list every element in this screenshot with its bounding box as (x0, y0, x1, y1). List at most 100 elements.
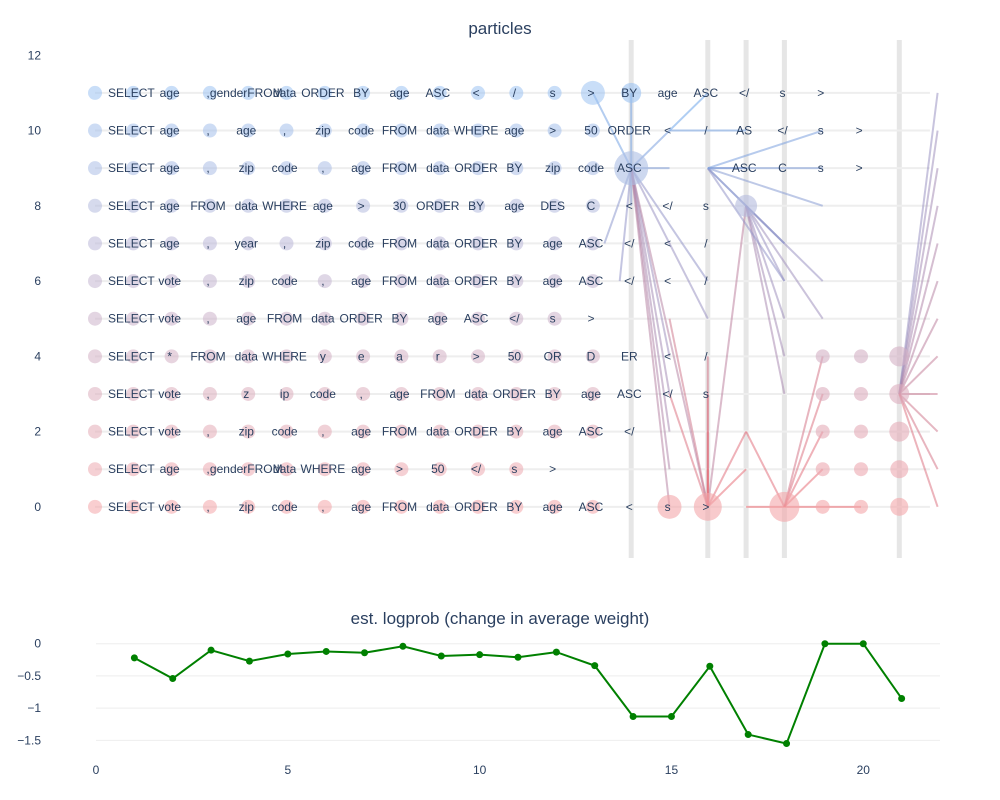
particle-dot-10-9 (432, 123, 447, 138)
particle-dot-3-7 (356, 386, 371, 401)
particle-dot-7-7 (356, 236, 371, 251)
token-7-7: FROM (382, 236, 417, 250)
token-8-0: SELECT (108, 199, 155, 213)
particle-dot-3-1 (126, 386, 141, 401)
token-8-4: WHERE (262, 199, 307, 213)
particle-dot-9-11 (509, 161, 524, 176)
token-0-13: < (626, 500, 633, 514)
particle-dot-0-9 (432, 499, 447, 514)
particle-dot-9-3 (202, 161, 217, 176)
particle-dot-5-10 (471, 311, 485, 326)
particle-dot-0-4 (241, 499, 256, 514)
logprob-y-tick: −1 (27, 701, 41, 715)
particle-dot-6-9 (432, 274, 447, 289)
logprob-point-15 (667, 713, 675, 721)
token-1-4: data (273, 462, 297, 476)
token-5-5: data (311, 312, 335, 326)
token-0-14: s (665, 500, 671, 514)
particle-dot-3-13 (585, 386, 600, 401)
token-7-12: ASC (579, 236, 604, 250)
particle-dot-3-4 (241, 386, 256, 401)
token-6-9: ORDER (454, 274, 498, 288)
particle-dot-1-8 (394, 462, 409, 477)
logprob-x-axis: 0 5 10 15 20 (93, 763, 871, 777)
token-10-2: , (206, 124, 209, 138)
particle-dot-7-6 (317, 236, 332, 251)
logprob-point-20 (859, 640, 867, 648)
token-5-2: , (206, 312, 209, 326)
token-0-6: age (351, 500, 371, 514)
logprob-point-18 (783, 740, 791, 748)
logprob-point-10 (476, 651, 484, 659)
token-2-13: </ (624, 425, 635, 439)
token-6-3: zip (239, 274, 255, 288)
token-7-15: / (704, 236, 708, 250)
token-10-0: SELECT (108, 124, 155, 138)
particles-y-tick: 8 (34, 199, 41, 213)
token-8-9: BY (468, 199, 484, 213)
token-2-0: SELECT (108, 425, 155, 439)
logprob-series (130, 640, 906, 748)
lineage-edge-26 (745, 205, 786, 320)
particle-dot-1-9 (432, 462, 447, 477)
particle-dot-9-12 (547, 161, 562, 176)
particle-dot-10-8 (394, 123, 409, 138)
token-7-6: code (348, 236, 374, 250)
particle-dot-2-1 (126, 424, 141, 439)
particle-dot-0-11 (509, 499, 524, 514)
lineage-edge-6 (630, 167, 709, 320)
token-3-2: , (206, 387, 209, 401)
token-9-0: SELECT (108, 161, 155, 175)
lineage-edge-11 (630, 167, 709, 508)
particle-dot-4-5 (279, 349, 294, 364)
token-1-6: age (351, 462, 371, 476)
token-9-8: data (426, 161, 450, 175)
particle-dot-8-2 (164, 198, 179, 213)
particle-dot-0-3 (202, 499, 217, 514)
particles-y-tick: 10 (28, 124, 42, 138)
token-9-18: s (818, 161, 824, 175)
logprob-point-8 (399, 642, 407, 650)
token-2-4: code (272, 425, 298, 439)
token-9-13: ASC (617, 161, 642, 175)
token-10-7: FROM (382, 124, 417, 138)
token-1-11: > (549, 462, 556, 476)
logprob-title: est. logprob (change in average weight) (351, 609, 650, 628)
particle-dot-6-5 (279, 274, 294, 289)
particle-dot-4-3 (202, 349, 217, 364)
token-7-5: zip (315, 236, 331, 250)
logprob-point-11 (514, 653, 522, 661)
token-11-7: age (389, 86, 409, 100)
lineage-edge-28 (745, 205, 786, 395)
logprob-x-tick: 5 (284, 763, 291, 777)
lineage-edge-44 (898, 318, 939, 395)
particle-dot-4-11 (509, 349, 524, 364)
particle-dot-6-7 (356, 274, 371, 289)
token-9-5: , (321, 161, 324, 175)
particle-dot-11-13 (580, 80, 605, 105)
token-5-1: vote (158, 312, 181, 326)
token-10-14: < (664, 124, 671, 138)
particle-dot-2-8 (394, 424, 409, 439)
token-3-10: ORDER (493, 387, 537, 401)
particle-dot-9-5 (279, 161, 294, 176)
token-9-3: zip (239, 161, 255, 175)
token-0-7: FROM (382, 500, 417, 514)
particle-dot-0-7 (356, 499, 371, 514)
token-9-2: , (206, 161, 209, 175)
logprob-point-13 (591, 662, 599, 670)
token-4-10: 50 (508, 349, 522, 363)
particle-dot-7-3 (202, 236, 217, 251)
lineage-edge-25 (745, 205, 786, 282)
particle-dot-5-3 (202, 311, 217, 326)
token-7-9: ORDER (454, 236, 498, 250)
token-6-6: age (351, 274, 371, 288)
lineage-edge-30 (745, 205, 824, 320)
particle-dot-8-8 (394, 198, 409, 213)
particle-dot-0-13 (585, 499, 600, 514)
token-7-11: age (543, 236, 563, 250)
token-1-1: age (160, 462, 180, 476)
token-6-13: </ (624, 274, 635, 288)
token-6-4: code (272, 274, 298, 288)
token-7-1: age (160, 236, 180, 250)
